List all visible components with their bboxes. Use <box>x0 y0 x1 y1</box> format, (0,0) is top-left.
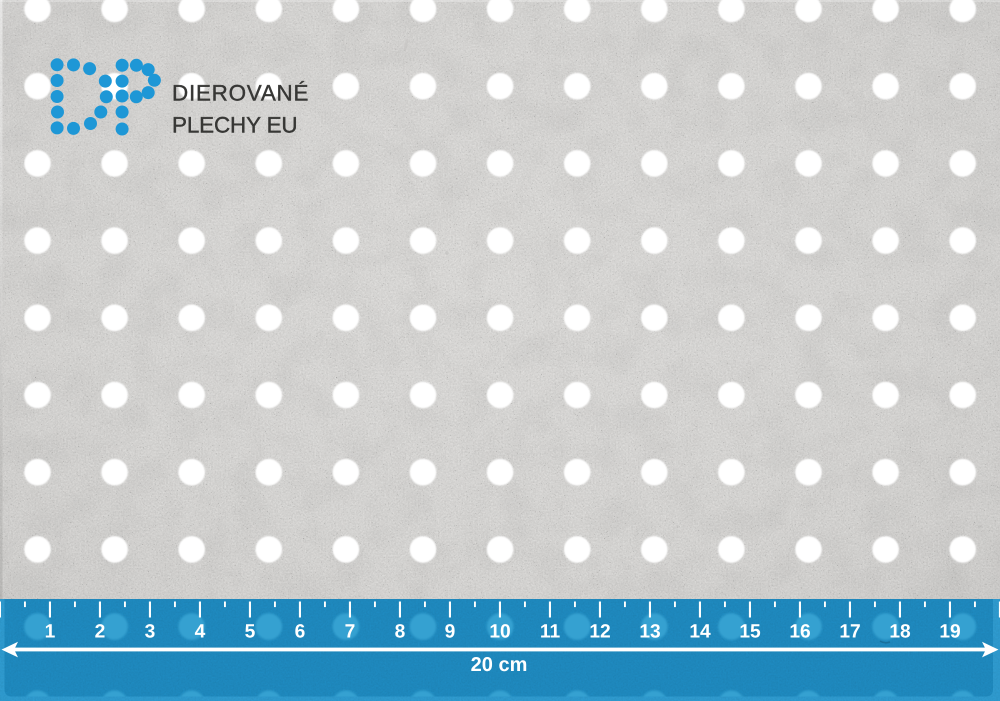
svg-text:19: 19 <box>939 622 960 643</box>
svg-text:14: 14 <box>689 622 711 643</box>
svg-text:10: 10 <box>489 622 510 643</box>
svg-text:PLECHY EU: PLECHY EU <box>172 112 298 137</box>
svg-text:15: 15 <box>739 622 761 643</box>
svg-text:20 cm: 20 cm <box>471 654 528 676</box>
svg-text:13: 13 <box>639 622 660 643</box>
svg-text:7: 7 <box>345 622 356 643</box>
svg-text:5: 5 <box>245 622 256 643</box>
svg-text:17: 17 <box>839 622 860 643</box>
svg-text:11: 11 <box>540 622 561 643</box>
svg-text:6: 6 <box>295 622 306 643</box>
svg-text:2: 2 <box>95 622 106 643</box>
svg-text:8: 8 <box>395 622 406 643</box>
svg-text:1: 1 <box>45 622 56 643</box>
svg-text:9: 9 <box>445 622 456 643</box>
svg-text:16: 16 <box>789 622 810 643</box>
svg-text:3: 3 <box>145 622 156 643</box>
svg-text:DIEROVANÉ: DIEROVANÉ <box>172 81 308 106</box>
svg-text:4: 4 <box>195 622 206 643</box>
svg-text:18: 18 <box>889 622 911 643</box>
svg-text:12: 12 <box>589 622 610 643</box>
